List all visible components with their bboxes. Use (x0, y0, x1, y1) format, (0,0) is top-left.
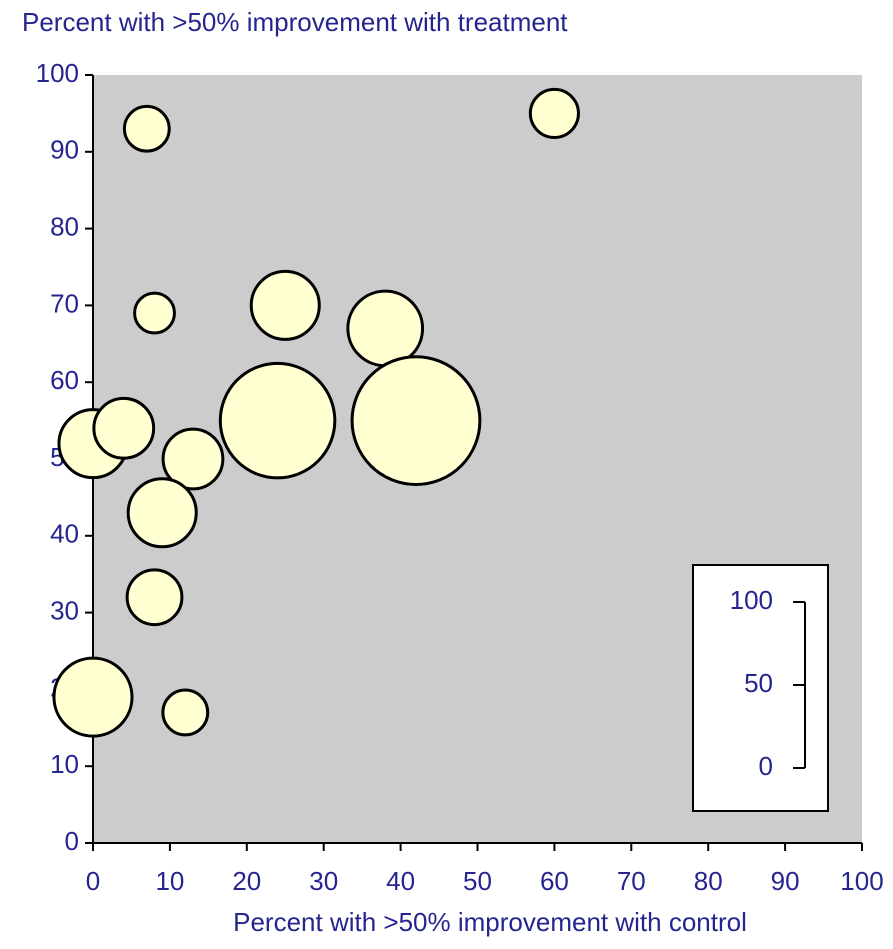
x-tick-label: 90 (771, 866, 800, 896)
y-tick-label: 80 (50, 211, 79, 241)
size-legend-label: 0 (759, 751, 773, 781)
x-axis-label: Percent with >50% improvement with contr… (233, 907, 747, 937)
bubble (528, 87, 580, 139)
bubble (249, 269, 321, 341)
x-tick-label: 0 (86, 866, 100, 896)
bubble (161, 688, 210, 737)
bubble (125, 568, 184, 627)
y-tick-label: 10 (50, 749, 79, 779)
x-tick-label: 20 (232, 866, 261, 896)
chart-title: Percent with >50% improvement with treat… (22, 7, 568, 37)
bubble (92, 396, 156, 460)
x-tick-label: 70 (617, 866, 646, 896)
x-tick-label: 10 (155, 866, 184, 896)
y-tick-label: 100 (36, 58, 79, 88)
bubble (133, 291, 176, 335)
x-tick-label: 50 (463, 866, 492, 896)
size-legend-label: 100 (730, 585, 773, 615)
bubble (218, 361, 337, 480)
x-tick-label: 60 (540, 866, 569, 896)
x-tick-label: 80 (694, 866, 723, 896)
bubble (161, 427, 225, 491)
bubble (52, 656, 134, 738)
x-tick-label: 40 (386, 866, 415, 896)
y-tick-label: 0 (65, 826, 79, 856)
x-tick-label: 100 (840, 866, 883, 896)
y-tick-label: 40 (50, 519, 79, 549)
x-tick-label: 30 (309, 866, 338, 896)
bubble (350, 355, 482, 487)
y-tick-label: 90 (50, 135, 79, 165)
y-tick-label: 70 (50, 288, 79, 318)
size-legend-label: 50 (744, 668, 773, 698)
bubble (122, 104, 171, 153)
y-tick-label: 30 (50, 595, 79, 625)
bubble (346, 289, 425, 368)
bubble (126, 477, 198, 549)
y-tick-label: 60 (50, 365, 79, 395)
